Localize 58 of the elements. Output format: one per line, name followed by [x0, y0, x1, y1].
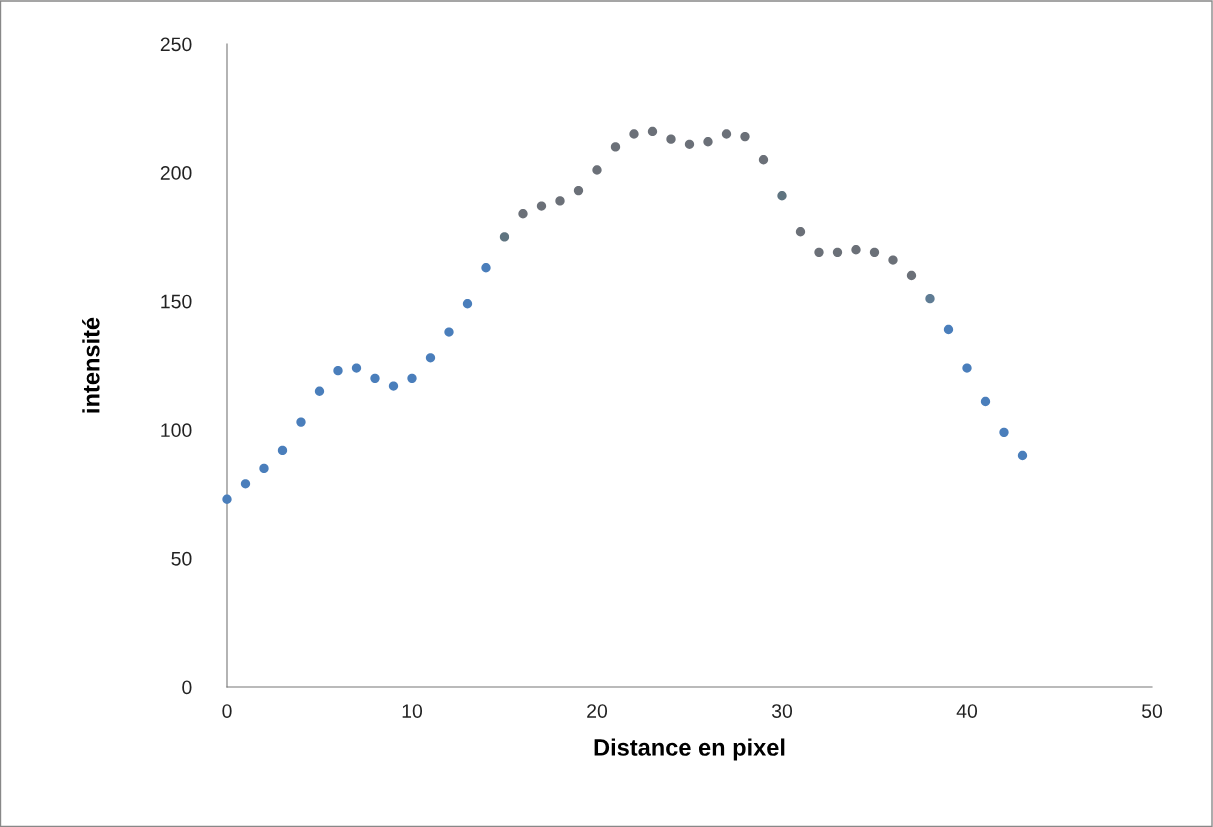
point — [888, 255, 898, 265]
point — [296, 417, 306, 427]
point — [518, 209, 528, 219]
point — [795, 227, 806, 237]
point — [777, 191, 787, 201]
point — [388, 381, 399, 391]
x-tick-label: 10 — [402, 704, 423, 718]
point — [259, 463, 269, 474]
point — [240, 479, 251, 489]
point — [462, 299, 473, 309]
point — [333, 365, 343, 376]
point — [610, 142, 621, 152]
y-axis-title: intensité — [82, 317, 100, 413]
point — [943, 324, 954, 335]
y-tick-label: 0 — [182, 680, 192, 695]
point — [425, 353, 436, 363]
x-tick-label: 40 — [956, 704, 978, 718]
point — [536, 201, 547, 211]
y-tick-label: 200 — [160, 166, 192, 180]
point — [832, 247, 843, 257]
point — [314, 386, 325, 396]
point — [906, 270, 917, 281]
point — [740, 131, 750, 142]
x-tick-label: 20 — [587, 704, 608, 718]
point — [647, 126, 658, 137]
y-tick-label: 50 — [171, 551, 192, 566]
point — [407, 373, 417, 384]
point — [555, 196, 565, 206]
point — [758, 155, 769, 165]
point — [666, 134, 676, 144]
point — [851, 245, 861, 255]
point — [999, 427, 1009, 438]
point — [684, 139, 695, 149]
point — [222, 494, 232, 504]
point — [721, 129, 732, 139]
point — [703, 137, 713, 147]
y-tick-label: 150 — [161, 294, 192, 309]
y-tick-label: 100 — [161, 423, 192, 438]
point — [370, 373, 380, 384]
point — [1017, 450, 1028, 461]
point — [277, 445, 288, 456]
point — [962, 363, 972, 373]
point — [481, 263, 491, 273]
point — [629, 129, 639, 139]
x-tick-label: 0 — [222, 704, 232, 718]
point — [444, 327, 454, 337]
point — [925, 293, 935, 304]
point — [351, 363, 362, 373]
x-tick-label: 50 — [1141, 704, 1163, 718]
x-axis-title: Distance en pixel — [594, 738, 785, 761]
y-tick-label: 250 — [160, 37, 192, 52]
point — [814, 247, 824, 257]
point — [980, 396, 991, 407]
point — [592, 165, 602, 175]
point — [869, 247, 880, 257]
point — [573, 185, 584, 196]
x-tick-label: 30 — [771, 704, 793, 718]
point — [499, 232, 510, 242]
